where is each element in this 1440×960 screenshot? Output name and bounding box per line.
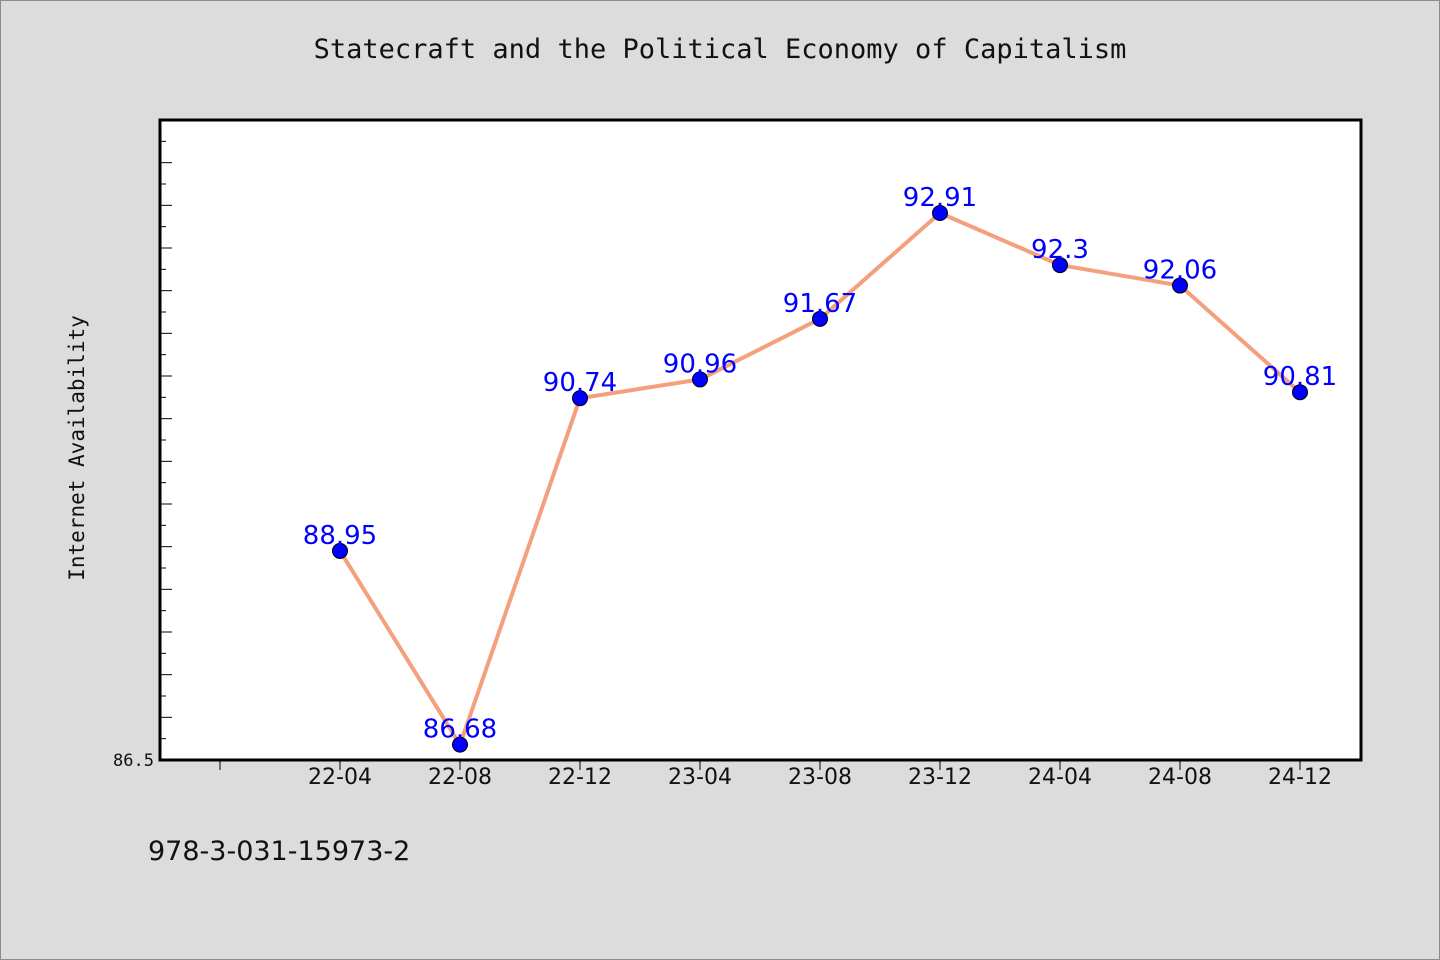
data-point	[332, 542, 348, 559]
data-label: 92.06	[1143, 256, 1217, 286]
data-point	[1172, 277, 1188, 294]
x-tick-label: 22-08	[428, 765, 492, 790]
x-tick-label: 22-04	[308, 765, 372, 790]
data-point	[692, 371, 708, 388]
x-tick-label: 23-04	[668, 765, 732, 790]
x-axis-ticks: 22-04 22-08 22-12 23-04 23-08 23-12 24-04 24-08…	[219, 760, 1332, 790]
y-axis-ticks: 86.5	[113, 119, 172, 771]
plot-area	[158, 118, 1363, 762]
data-label: 92.91	[903, 183, 977, 213]
x-tick-label: 24-08	[1148, 765, 1212, 790]
data-label: 88.95	[303, 521, 377, 551]
x-tick-label: 23-12	[908, 765, 972, 790]
data-point	[812, 310, 828, 327]
series-group: 88.95 86.68 90.74 90.96 91.67 92.91 92.3 92.06 9…	[303, 183, 1337, 753]
x-tick-label: 24-12	[1268, 765, 1332, 790]
x-tick-label: 23-08	[788, 765, 852, 790]
data-point	[932, 205, 948, 222]
data-point	[452, 736, 468, 753]
x-tick-label: 24-04	[1028, 765, 1092, 790]
y-axis-label: Internet Availability	[65, 315, 89, 581]
data-label: 86.68	[423, 715, 497, 745]
data-point	[1292, 384, 1308, 401]
data-label: 90.74	[543, 368, 617, 398]
data-label: 90.81	[1263, 362, 1337, 392]
data-label: 92.3	[1031, 235, 1089, 265]
data-point	[572, 390, 588, 407]
y-tick-label: 86.5	[113, 751, 154, 771]
data-label: 90.96	[663, 349, 737, 379]
chart-title: Statecraft and the Political Economy of …	[313, 34, 1127, 65]
data-point	[1052, 257, 1068, 274]
data-label: 91.67	[783, 289, 857, 319]
isbn-label: 978-3-031-15973-2	[148, 836, 411, 867]
x-tick-label: 22-12	[548, 765, 612, 790]
